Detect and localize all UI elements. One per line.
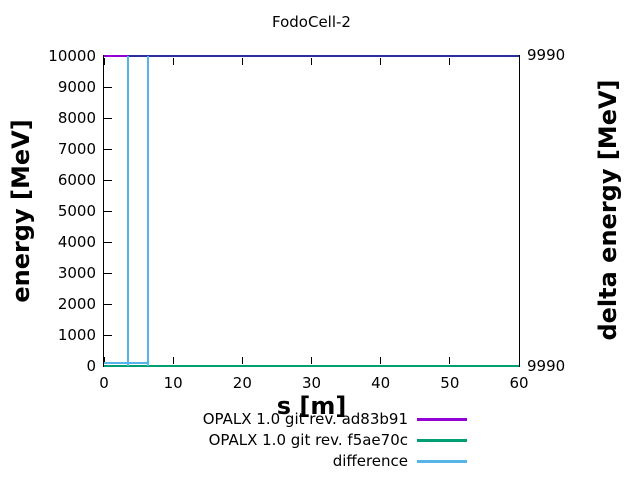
y-axis-tick	[104, 117, 112, 119]
x-tick-label: 50	[440, 374, 460, 392]
y-tick-label: 9000	[57, 78, 96, 96]
curve-rev2-line	[104, 365, 519, 367]
y-tick-label: 8000	[57, 109, 96, 127]
x-axis-tick	[518, 357, 520, 364]
x-axis-tick	[241, 357, 243, 364]
chart-title: FodoCell-2	[272, 13, 351, 31]
y-tick-label: 5000	[57, 202, 96, 220]
x-axis-tick	[449, 357, 451, 364]
y-axis-tick	[104, 241, 112, 243]
legend-line-sample	[417, 418, 467, 421]
y-axis-tick	[104, 179, 112, 181]
y-axis-tick	[104, 86, 112, 88]
y2-axis-label: delta energy [MeV]	[594, 79, 622, 341]
x-axis-mirror-tick	[449, 58, 451, 65]
x-tick-label: 30	[301, 374, 322, 392]
y-tick-label: 0	[86, 357, 96, 375]
curve-diff-bottom-line	[104, 361, 149, 364]
plot-area	[103, 55, 520, 367]
legend-line-sample	[417, 439, 467, 442]
x-tick-label: 40	[371, 374, 391, 392]
y-tick-label: 1000	[57, 326, 96, 344]
x-tick-label: 0	[99, 374, 109, 392]
curve-diff-top-line	[127, 55, 519, 57]
y-tick-label: 4000	[57, 233, 96, 251]
y-axis-tick	[104, 210, 112, 212]
y-axis-tick	[104, 303, 112, 305]
x-axis-tick	[103, 357, 105, 364]
legend-line-sample	[417, 460, 467, 463]
legend-entry-label: OPALX 1.0 git rev. ad83b91	[202, 410, 408, 428]
y-axis-tick	[104, 148, 112, 150]
y-tick-label: 2000	[57, 295, 96, 313]
curve-diff-spike-1	[126, 56, 129, 366]
x-tick-label: 60	[509, 374, 529, 392]
x-axis-mirror-tick	[380, 58, 382, 65]
y-tick-label: 3000	[57, 264, 96, 282]
y-tick-label: 10000	[48, 47, 96, 65]
x-axis-mirror-tick	[518, 58, 520, 65]
x-axis-mirror-tick	[172, 58, 174, 65]
x-axis-mirror-tick	[241, 58, 243, 65]
x-tick-label: 20	[232, 374, 252, 392]
y-tick-label: 7000	[57, 140, 96, 158]
x-axis-label: s [m]	[276, 392, 347, 420]
x-axis-tick	[311, 357, 312, 364]
legend-entry-label: OPALX 1.0 git rev. f5ae70c	[208, 431, 408, 449]
y-tick-label: 6000	[57, 171, 96, 189]
x-axis-mirror-tick	[311, 58, 312, 65]
x-axis-mirror-tick	[103, 58, 105, 65]
y2-tick-label: 9990	[527, 46, 566, 64]
curve-diff-spike-2	[146, 56, 149, 366]
x-axis-tick	[172, 357, 174, 364]
y2-tick-label: 9990	[527, 357, 566, 375]
x-tick-label: 10	[163, 374, 183, 392]
y-axis-tick	[104, 334, 112, 336]
x-axis-tick	[380, 357, 382, 364]
y-axis-tick	[104, 272, 112, 274]
legend-entry-label: difference	[332, 452, 408, 470]
